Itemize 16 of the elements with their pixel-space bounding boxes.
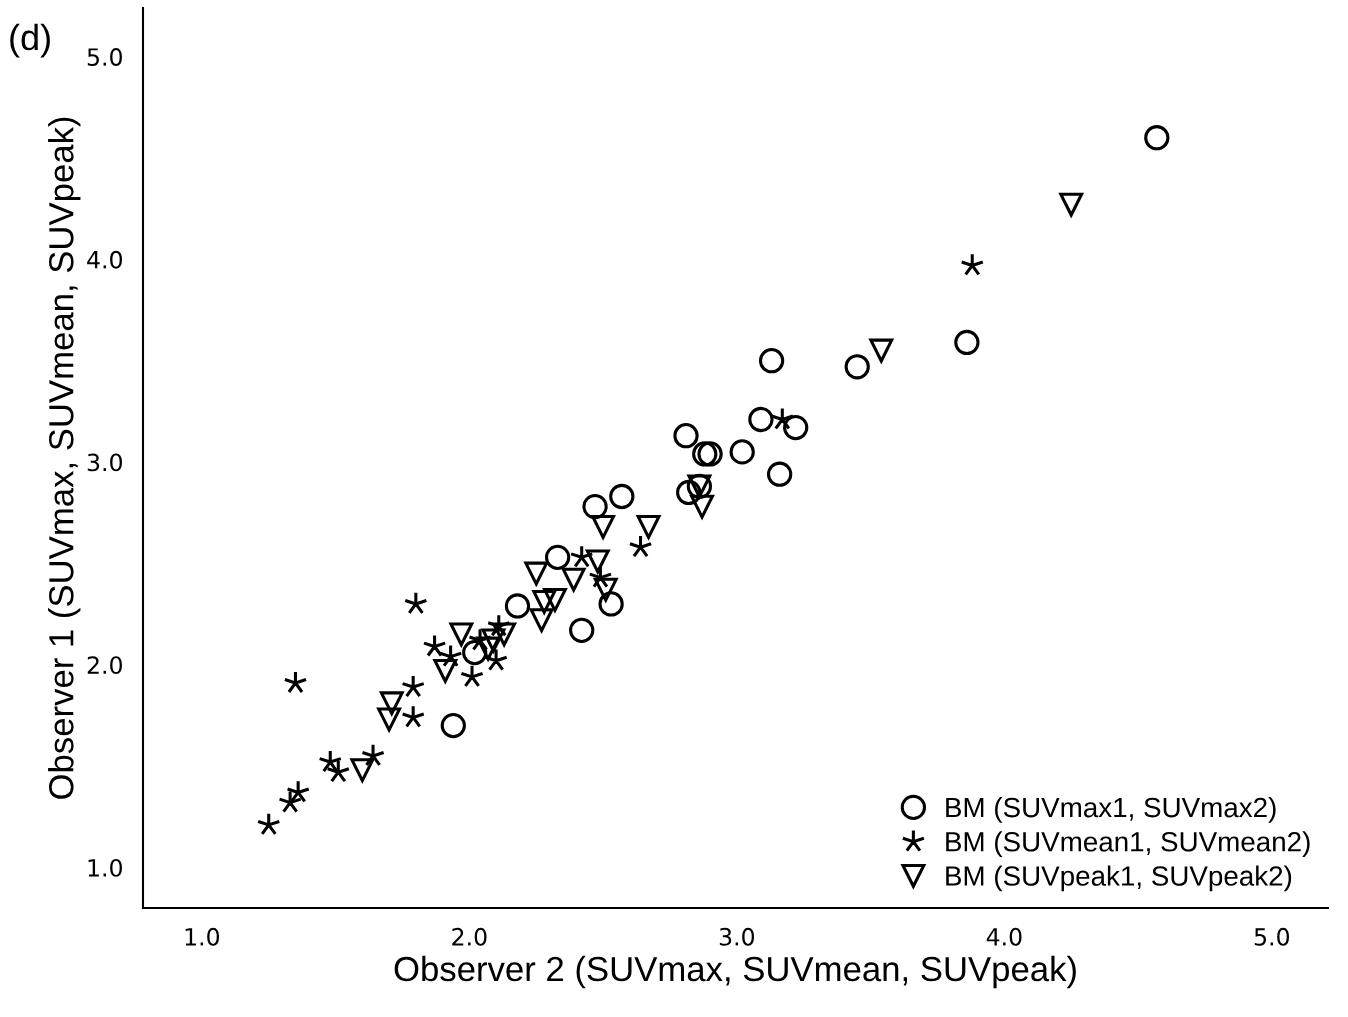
y-tick-label: 2.0	[87, 656, 122, 675]
x-tick-label: 4.0	[986, 927, 1022, 946]
x-tick-label: 5.0	[1254, 927, 1290, 946]
legend-label: BM (SUVpeak1, SUVpeak2)	[946, 865, 1292, 892]
x-axis-title: Observer 2 (SUVmax, SUVmean, SUVpeak)	[394, 955, 1076, 989]
y-tick-label: 5.0	[87, 48, 122, 66]
x-tick-label: 2.0	[452, 927, 487, 946]
text: (d)	[10, 23, 50, 58]
legend-label: BM (SUVmean1, SUVmean2)	[946, 831, 1310, 858]
y-tick-label: 1.0	[88, 858, 122, 877]
legend-label: BM (SUVmax1, SUVmax2)	[946, 796, 1276, 823]
y-tick-label: 4.0	[87, 250, 122, 269]
x-tick-label: 1.0	[185, 927, 220, 946]
y-axis-title: Observer 1 (SUVmax, SUVmean, SUVpeak)	[48, 117, 81, 799]
x-tick-label: 3.0	[719, 927, 755, 946]
y-tick-label: 3.0	[87, 453, 122, 472]
